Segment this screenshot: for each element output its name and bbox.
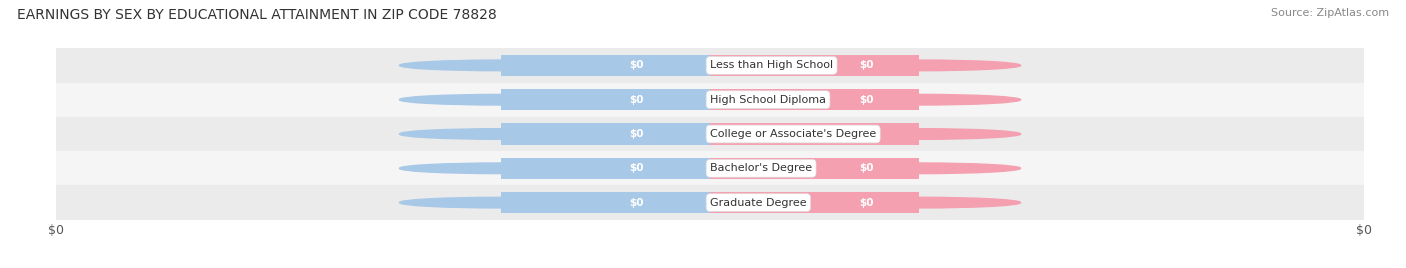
Circle shape [818, 60, 1021, 71]
Text: $0: $0 [859, 198, 875, 208]
Circle shape [399, 94, 602, 105]
Text: $0: $0 [630, 198, 644, 208]
Text: High School Diploma: High School Diploma [710, 95, 827, 105]
Bar [56, 151, 1364, 185]
Bar [710, 192, 920, 213]
Bar [501, 192, 710, 213]
Text: $0: $0 [630, 60, 644, 70]
Circle shape [818, 129, 1021, 139]
Text: $0: $0 [630, 95, 644, 105]
Circle shape [818, 94, 1021, 105]
Circle shape [399, 163, 602, 174]
Bar [710, 158, 920, 179]
Bar [710, 123, 920, 145]
Text: College or Associate's Degree: College or Associate's Degree [710, 129, 876, 139]
Bar [56, 83, 1364, 117]
Bar [56, 48, 1364, 83]
Bar [710, 89, 920, 110]
Text: $0: $0 [859, 129, 875, 139]
Text: $0: $0 [859, 60, 875, 70]
Text: Graduate Degree: Graduate Degree [710, 198, 807, 208]
Text: Bachelor's Degree: Bachelor's Degree [710, 163, 813, 173]
Text: EARNINGS BY SEX BY EDUCATIONAL ATTAINMENT IN ZIP CODE 78828: EARNINGS BY SEX BY EDUCATIONAL ATTAINMEN… [17, 8, 496, 22]
Circle shape [818, 163, 1021, 174]
Bar [710, 55, 920, 76]
Circle shape [399, 197, 602, 208]
Circle shape [818, 197, 1021, 208]
Text: Source: ZipAtlas.com: Source: ZipAtlas.com [1271, 8, 1389, 18]
Bar [501, 123, 710, 145]
Bar [501, 158, 710, 179]
Bar [501, 55, 710, 76]
Circle shape [399, 129, 602, 139]
Text: $0: $0 [630, 163, 644, 173]
Text: $0: $0 [859, 95, 875, 105]
Circle shape [399, 60, 602, 71]
Text: $0: $0 [630, 129, 644, 139]
Bar [56, 185, 1364, 220]
Bar [501, 89, 710, 110]
Text: $0: $0 [859, 163, 875, 173]
Bar [56, 117, 1364, 151]
Text: Less than High School: Less than High School [710, 60, 834, 70]
